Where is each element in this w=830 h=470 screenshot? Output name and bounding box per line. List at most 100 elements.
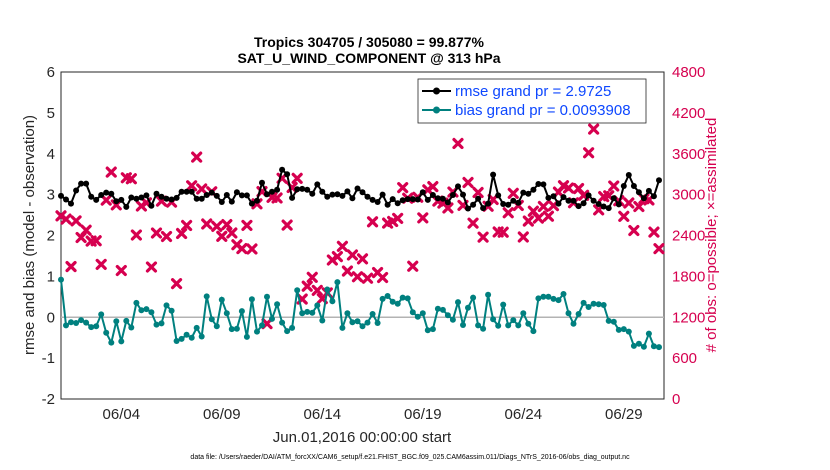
obs-point (462, 176, 474, 189)
series-point (485, 200, 492, 207)
series-point (83, 180, 90, 187)
series-point (93, 323, 100, 330)
x-axis-label: Jun.01,2016 00:00:00 start (273, 429, 452, 446)
obs-point (181, 219, 193, 232)
series-point (299, 310, 306, 317)
series-point (590, 197, 597, 204)
series-point (610, 318, 617, 325)
y-right-tick-label: 1200 (672, 309, 705, 326)
series-point (198, 333, 205, 340)
obs-point (241, 219, 253, 232)
obs-point (417, 212, 429, 224)
series-point (173, 338, 180, 344)
series-point (339, 324, 346, 331)
series-point (113, 198, 120, 205)
series-point (344, 310, 351, 317)
obs-point (562, 182, 575, 194)
series-point (344, 188, 351, 195)
obs-point (623, 197, 635, 209)
series-point (339, 192, 346, 199)
obs-point (366, 216, 379, 228)
series-point (304, 308, 311, 315)
series-point (399, 197, 406, 204)
series-point (615, 201, 622, 208)
series-point (560, 291, 567, 297)
series-point (615, 326, 622, 333)
series-point (63, 322, 69, 329)
series-point (314, 302, 321, 309)
series-point (475, 195, 482, 202)
series-point (424, 196, 431, 203)
series-point (233, 325, 240, 332)
obs-point (497, 226, 509, 238)
series-point (309, 309, 316, 316)
series-point (178, 335, 185, 342)
obs-point (397, 182, 409, 194)
legend: rmse grand pr = 2.9725 bias grand pr = 0… (417, 78, 647, 124)
series-point (460, 322, 466, 328)
obs-point (442, 202, 454, 214)
series-point (575, 311, 582, 317)
obs-point (628, 224, 640, 237)
legend-box (417, 78, 647, 124)
series-point (640, 343, 647, 350)
obs-point (331, 251, 343, 263)
series-point (294, 186, 301, 193)
obs-point (191, 151, 203, 163)
series-point (595, 301, 602, 308)
obs-point (653, 243, 665, 255)
obs-point (271, 192, 283, 204)
data-file-note: data file: /Users/raeder/DAI/ATM_forcXX/… (190, 454, 630, 461)
y-left-tick-label: 5 (47, 105, 55, 122)
series-point (103, 329, 110, 336)
series-point (188, 334, 195, 341)
series-point (620, 326, 627, 333)
obs-point (75, 231, 87, 244)
bias-series (58, 276, 662, 351)
series-point (635, 189, 642, 196)
series-point (625, 328, 632, 335)
y-left-tick-label: 2 (47, 228, 55, 245)
obs-point (583, 147, 595, 159)
obs-point (201, 218, 213, 230)
series-point (193, 324, 200, 331)
obs-point (125, 173, 137, 185)
legend-rmse-label: rmse grand pr = 2.9725 (455, 83, 611, 100)
series-point (168, 307, 175, 314)
series-point (218, 199, 225, 205)
series-point (419, 189, 426, 196)
series-point (309, 190, 316, 197)
series-point (208, 189, 215, 196)
series-point (208, 316, 215, 323)
series-point (118, 338, 125, 345)
series-point (163, 302, 170, 309)
y-left-tick-label: -2 (42, 391, 55, 408)
series-point (429, 192, 436, 198)
series-point (98, 192, 105, 198)
series-point (128, 194, 135, 201)
obs-point (115, 264, 127, 277)
rmse-series (58, 166, 662, 212)
series-point (264, 191, 270, 198)
series-point (384, 293, 391, 299)
obs-point (377, 271, 389, 284)
series-point (409, 309, 416, 316)
series-point (565, 197, 572, 204)
series-point (570, 320, 577, 327)
series-point (73, 320, 80, 326)
x-tick-label: 06/14 (304, 406, 342, 423)
series-point (203, 192, 210, 198)
series-point (128, 324, 135, 331)
series-point (640, 195, 647, 202)
x-tick-label: 06/09 (203, 406, 241, 423)
obs-point (472, 186, 484, 199)
series-point (93, 196, 100, 203)
series-point (108, 190, 115, 197)
series-point (389, 298, 396, 305)
series-point (424, 327, 431, 334)
series-point (178, 188, 185, 195)
series-point (404, 196, 411, 203)
series-point (294, 287, 301, 294)
series-point (228, 198, 235, 205)
series-point (58, 276, 64, 283)
